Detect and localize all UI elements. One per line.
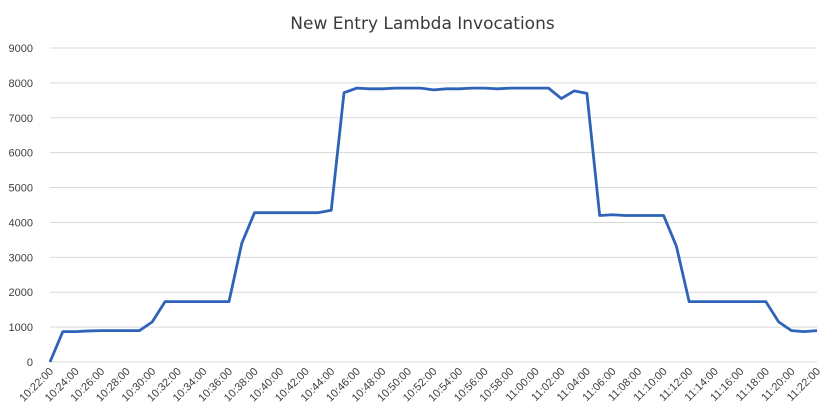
x-axis-ticks: 10:22:0010:24:0010:26:0010:28:0010:30:00… <box>17 366 823 405</box>
y-tick-label: 5000 <box>9 183 33 195</box>
y-tick-label: 8000 <box>9 78 33 90</box>
series-layer <box>48 86 818 363</box>
series-line <box>48 86 818 363</box>
y-tick-label: 9000 <box>9 43 33 55</box>
chart-title: New Entry Lambda Invocations <box>290 14 555 34</box>
y-tick-label: 1000 <box>9 322 33 334</box>
gridlines <box>50 47 817 363</box>
y-tick-label: 4000 <box>9 217 33 229</box>
y-tick-label: 2000 <box>9 287 33 299</box>
y-tick-label: 0 <box>27 357 33 369</box>
y-tick-label: 7000 <box>9 113 33 125</box>
y-tick-label: 3000 <box>9 252 33 264</box>
y-axis-ticks: 0 1000 2000 3000 4000 5000 6000 7000 8000 9000 <box>9 43 33 369</box>
y-tick-label: 6000 <box>9 148 33 160</box>
